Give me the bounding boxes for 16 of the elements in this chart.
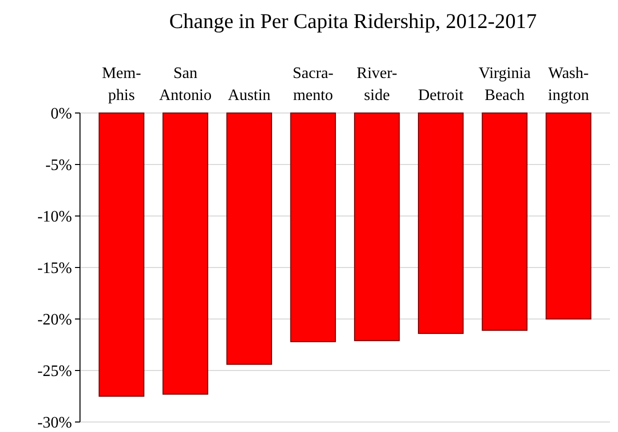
y-tick-label: -20% [37, 312, 72, 329]
x-tick-label: Detroit [418, 87, 464, 104]
y-tick-label: -15% [37, 260, 72, 278]
x-tick-label: San Antonio [159, 65, 212, 104]
y-tick-label: -5% [45, 157, 72, 174]
x-tick-label: Sacra- mento [292, 65, 334, 104]
chart-title: Change in Per Capita Ridership, 2012-2017 [169, 9, 537, 33]
x-tick-label: Mem- phis [102, 65, 142, 104]
y-tick-label: -30% [37, 414, 72, 432]
y-tick-label: -10% [37, 208, 72, 226]
x-tick-label: Virginia Beach [478, 65, 531, 104]
x-tick-label: Wash- ington [548, 65, 589, 104]
y-tick-label: -25% [37, 363, 72, 380]
x-tick-label: Austin [228, 87, 271, 104]
x-tick-label: River- side [356, 65, 398, 104]
y-tick-label: 0% [50, 106, 72, 123]
